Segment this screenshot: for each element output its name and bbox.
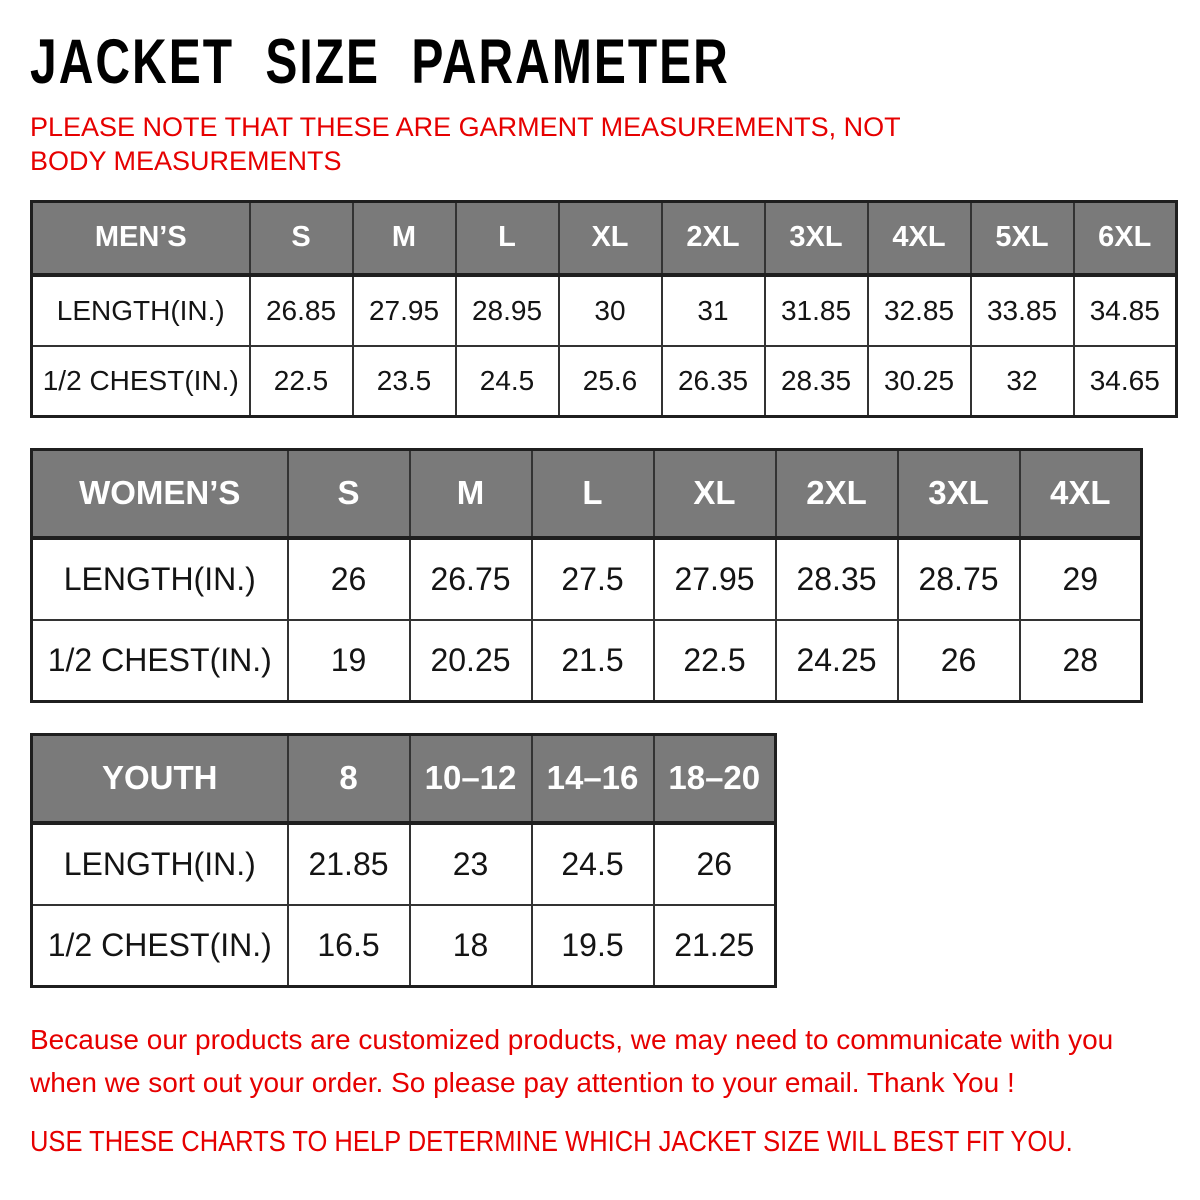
- size-col-header: 5XL: [969, 200, 1075, 277]
- table-title-cell-mens: MEN’S: [30, 200, 251, 277]
- size-col-header: 10–12: [408, 733, 533, 825]
- tables-container: MEN’S S M L XL 2XL 3XL 4XL 5XL 6XL LENGTH(IN.) 26.8…: [30, 200, 1178, 988]
- size-value-cell: 29: [1018, 536, 1143, 621]
- measurement-row: LENGTH(IN.) 26.85 27.95 28.95 30 31 31.85 32.85…: [30, 273, 1178, 347]
- size-value-cell: 28: [1018, 618, 1143, 703]
- garment-measurements-note: PLEASE NOTE THAT THESE ARE GARMENT MEASU…: [30, 112, 901, 176]
- size-table-mens: MEN’S S M L XL 2XL 3XL 4XL 5XL 6XL LENGTH(IN.) 26.8…: [30, 200, 1178, 418]
- size-value-cell: 30.25: [866, 344, 972, 418]
- size-col-header: XL: [557, 200, 663, 277]
- size-col-header: 3XL: [763, 200, 869, 277]
- size-table-womens: WOMEN’S S M L XL 2XL 3XL 4XL LENGTH(IN.) 26 26.75 2…: [30, 448, 1143, 703]
- size-col-header: 2XL: [774, 448, 899, 540]
- size-value-cell: 26: [652, 821, 777, 906]
- size-col-header: M: [408, 448, 533, 540]
- size-value-cell: 34.65: [1072, 344, 1178, 418]
- size-value-cell: 26: [896, 618, 1021, 703]
- customized-products-note: Because our products are customized prod…: [30, 1024, 1114, 1098]
- size-table-youth: YOUTH 8 10–12 14–16 18–20 LENGTH(IN.) 21.85 23 2…: [30, 733, 777, 988]
- row-label-cell: 1/2 CHEST(IN.): [30, 618, 289, 703]
- size-value-cell: 28.75: [896, 536, 1021, 621]
- size-value-cell: 30: [557, 273, 663, 347]
- size-col-header: 3XL: [896, 448, 1021, 540]
- size-value-cell: 22.5: [248, 344, 354, 418]
- size-col-header: 4XL: [1018, 448, 1143, 540]
- table-title-cell-womens: WOMEN’S: [30, 448, 289, 540]
- size-value-cell: 28.35: [774, 536, 899, 621]
- size-col-header: 4XL: [866, 200, 972, 277]
- size-col-header: S: [286, 448, 411, 540]
- measurement-row: LENGTH(IN.) 21.85 23 24.5 26: [30, 821, 777, 906]
- size-value-cell: 27.95: [351, 273, 457, 347]
- size-value-cell: 31: [660, 273, 766, 347]
- size-col-header: XL: [652, 448, 777, 540]
- size-value-cell: 21.85: [286, 821, 411, 906]
- size-value-cell: 24.25: [774, 618, 899, 703]
- measurement-row: LENGTH(IN.) 26 26.75 27.5 27.95 28.35 28.75 29: [30, 536, 1143, 621]
- use-charts-instruction: USE THESE CHARTS TO HELP DETERMINE WHICH…: [30, 1126, 1073, 1158]
- size-col-header: L: [530, 448, 655, 540]
- size-col-header: 6XL: [1072, 200, 1178, 277]
- size-header-row: MEN’S S M L XL 2XL 3XL 4XL 5XL 6XL: [30, 200, 1178, 277]
- size-col-header: 14–16: [530, 733, 655, 825]
- size-col-header: M: [351, 200, 457, 277]
- size-value-cell: 21.5: [530, 618, 655, 703]
- size-value-cell: 26.85: [248, 273, 354, 347]
- size-col-header: S: [248, 200, 354, 277]
- table-title-cell-youth: YOUTH: [30, 733, 289, 825]
- measurement-row: 1/2 CHEST(IN.) 22.5 23.5 24.5 25.6 26.35 28.35…: [30, 344, 1178, 418]
- size-value-cell: 26.35: [660, 344, 766, 418]
- measurement-row: 1/2 CHEST(IN.) 16.5 18 19.5 21.25: [30, 903, 777, 988]
- size-value-cell: 28.95: [454, 273, 560, 347]
- size-value-cell: 27.5: [530, 536, 655, 621]
- size-col-header: L: [454, 200, 560, 277]
- size-value-cell: 19.5: [530, 903, 655, 988]
- measurement-row: 1/2 CHEST(IN.) 19 20.25 21.5 22.5 24.25 26 28: [30, 618, 1143, 703]
- size-value-cell: 27.95: [652, 536, 777, 621]
- size-value-cell: 28.35: [763, 344, 869, 418]
- size-value-cell: 33.85: [969, 273, 1075, 347]
- size-value-cell: 25.6: [557, 344, 663, 418]
- size-header-row: YOUTH 8 10–12 14–16 18–20: [30, 733, 777, 825]
- page-title: JACKET SIZE PARAMETER: [30, 27, 730, 98]
- row-label-cell: LENGTH(IN.): [30, 536, 289, 621]
- size-value-cell: 23.5: [351, 344, 457, 418]
- size-value-cell: 24.5: [454, 344, 560, 418]
- row-label-cell: LENGTH(IN.): [30, 273, 251, 347]
- size-value-cell: 26: [286, 536, 411, 621]
- size-value-cell: 22.5: [652, 618, 777, 703]
- row-label-cell: 1/2 CHEST(IN.): [30, 344, 251, 418]
- size-value-cell: 20.25: [408, 618, 533, 703]
- size-col-header: 8: [286, 733, 411, 825]
- size-value-cell: 23: [408, 821, 533, 906]
- size-value-cell: 18: [408, 903, 533, 988]
- size-value-cell: 26.75: [408, 536, 533, 621]
- row-label-cell: 1/2 CHEST(IN.): [30, 903, 289, 988]
- size-value-cell: 34.85: [1072, 273, 1178, 347]
- row-label-cell: LENGTH(IN.): [30, 821, 289, 906]
- size-value-cell: 31.85: [763, 273, 869, 347]
- size-value-cell: 19: [286, 618, 411, 703]
- size-col-header: 18–20: [652, 733, 777, 825]
- size-col-header: 2XL: [660, 200, 766, 277]
- size-value-cell: 24.5: [530, 821, 655, 906]
- size-value-cell: 32.85: [866, 273, 972, 347]
- size-header-row: WOMEN’S S M L XL 2XL 3XL 4XL: [30, 448, 1143, 540]
- size-value-cell: 16.5: [286, 903, 411, 988]
- size-value-cell: 21.25: [652, 903, 777, 988]
- size-value-cell: 32: [969, 344, 1075, 418]
